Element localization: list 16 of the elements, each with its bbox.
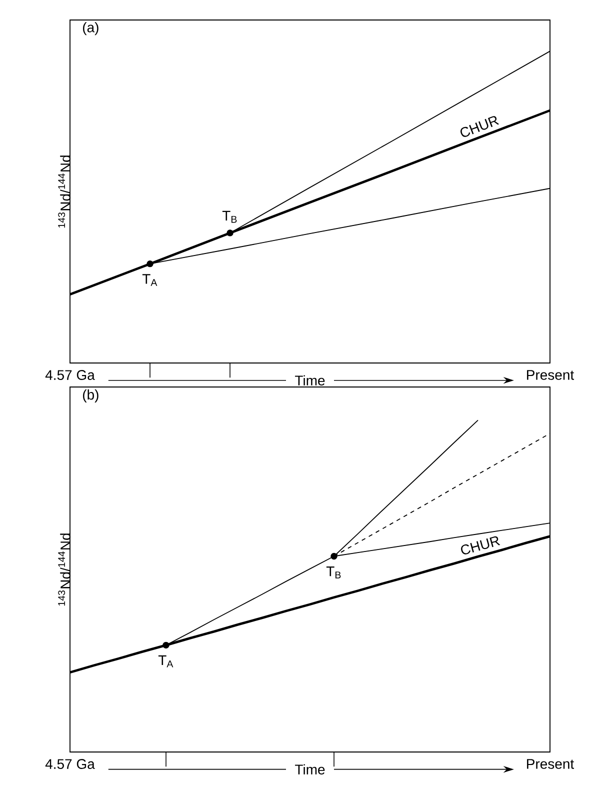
annotation: T$_{B}$	[326, 566, 341, 578]
text: CHUR	[461, 536, 500, 554]
chart-title: (a)	[82, 22, 98, 36]
x-axis-title: Time	[295, 375, 325, 386]
annotation: T$_{A}$	[158, 655, 174, 668]
x-tick-label: 4.57 Ga	[45, 370, 95, 380]
text: CHUR	[460, 116, 500, 137]
x-tick-label: Present	[527, 759, 574, 769]
chart-title: (b)	[82, 389, 98, 402]
x-axis-title: Time	[295, 764, 325, 774]
y-axis-title: $^{143}$Nd/$^{144}$Nd	[58, 534, 70, 606]
y-axis-title: $^{143}$Nd/$^{144}$Nd	[58, 156, 70, 228]
x-tick-label: Present	[527, 370, 574, 380]
annotation: T$_{A}$	[142, 274, 158, 286]
annotation: T$_{B}$	[222, 210, 237, 223]
x-tick-label: 4.57 Ga	[45, 759, 95, 769]
